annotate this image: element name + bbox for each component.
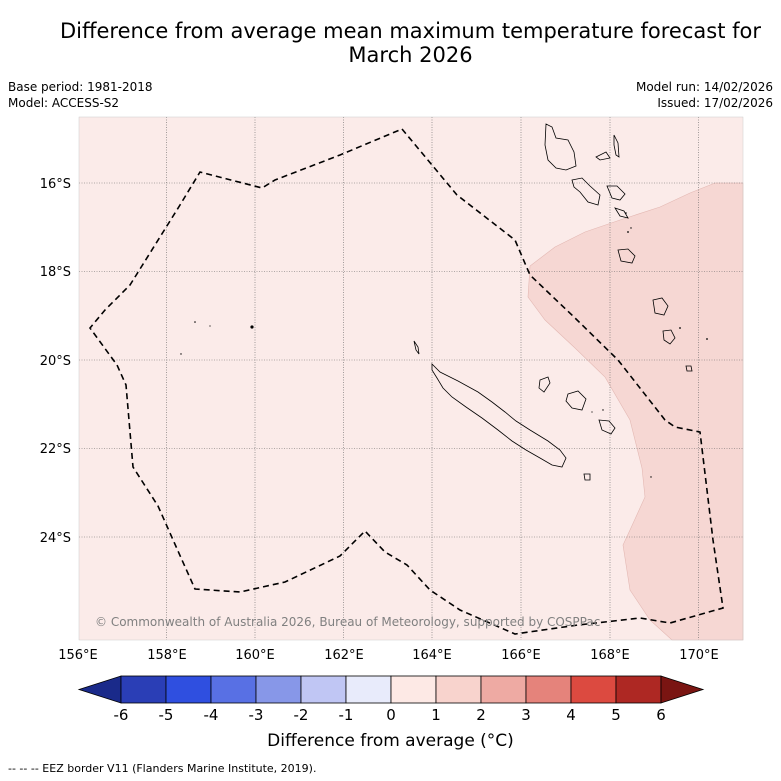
colorbar-tick-label: 5 [611,706,621,724]
colorbar-segment [345,675,392,704]
lon-label: 164°E [412,648,452,663]
colorbar-tick-label: 0 [386,706,396,724]
lat-labels: 16°S 18°S 20°S 22°S 24°S [40,177,71,546]
colorbar-segment [300,675,347,704]
lon-label: 170°E [679,648,719,663]
loyalty-island-lifou [565,390,587,411]
colorbar-tick-label: 6 [656,706,666,724]
colorbar-segment [390,675,437,704]
lat-label: 16°S [40,177,71,192]
eez-border [88,128,724,635]
colorbar-segment [210,675,257,704]
lat-label: 18°S [40,265,71,280]
colorbar-tick-label: -1 [339,706,354,724]
colorbar-tick-label: -2 [294,706,309,724]
colorbar-tick-label: -5 [159,706,174,724]
loyalty-island-mare [598,419,616,435]
lat-label: 22°S [40,442,71,457]
vanuatu-tanna [662,329,676,345]
model-name: Model: ACCESS-S2 [8,96,120,110]
colorbar-extend-low [77,675,122,704]
lon-label: 160°E [235,648,275,663]
lon-label: 168°E [590,648,630,663]
colorbar-tick-label: 2 [476,706,486,724]
vanuatu-epi [614,207,629,219]
colorbar-tick-label: 3 [521,706,531,724]
lon-labels: 156°E 158°E 160°E 162°E 164°E 166°E 168°… [58,648,719,663]
loyalty-island-ouvea [538,376,551,393]
colorbar-tick-label: 1 [431,706,441,724]
footer-note: -- -- -- EEZ border V11 (Flanders Marine… [8,762,317,775]
colorbar-tick-label: -3 [249,706,264,724]
colorbar-segment [120,675,167,704]
plot-frame [78,116,744,641]
colorbar-segment [570,675,617,704]
colorbar-extend-high [660,675,705,704]
colorbar: -6 -5 -4 -3 -2 -1 0 1 2 3 4 5 6 [77,675,705,724]
vanuatu-efate [617,248,636,264]
vanuatu-espiritu-santo [544,123,577,171]
meta-right: Model run: 14/02/2026 Issued: 17/02/2026 [636,79,773,111]
belep-islands [413,340,420,355]
colorbar-segment [435,675,482,704]
base-period: Base period: 1981-2018 [8,80,153,94]
meta-left: Base period: 1981-2018 Model: ACCESS-S2 [8,79,153,111]
lon-label: 162°E [324,648,364,663]
colorbar-segment [165,675,212,704]
gridlines [79,117,743,640]
vanuatu-aneityum [685,365,693,372]
lat-label: 24°S [40,531,71,546]
issued-date: Issued: 17/02/2026 [657,96,773,110]
isle-of-pines [583,473,591,481]
colorbar-segment [255,675,302,704]
small-islets [180,212,708,478]
colorbar-tick-label: 4 [566,706,576,724]
vanuatu-erromango [652,297,669,316]
colorbar-segment [480,675,527,704]
anomaly-field-1-2 [527,182,744,641]
new-caledonia-coastline [431,363,567,468]
lat-label: 20°S [40,354,71,369]
title-line-1: Difference from average mean maximum tem… [60,19,761,43]
model-run: Model run: 14/02/2026 [635,80,773,94]
copyright-text: © Commonwealth of Australia 2026, Bureau… [95,615,600,629]
lon-label: 166°E [501,648,541,663]
vanuatu-malekula [571,177,601,206]
colorbar-tick-label: -4 [204,706,219,724]
colorbar-title: Difference from average (°C) [267,731,514,751]
chart-title: Difference from average mean maximum tem… [20,19,781,67]
vanuatu-pentecost-ambrym [606,185,626,201]
lon-label: 156°E [58,648,98,663]
colorbar-segment [615,675,662,704]
vanuatu-maewo [613,134,620,158]
colorbar-tick-label: -6 [114,706,129,724]
lon-label: 158°E [147,648,187,663]
colorbar-segment [525,675,572,704]
vanuatu-ambae [595,151,611,161]
title-line-2: March 2026 [348,43,473,67]
